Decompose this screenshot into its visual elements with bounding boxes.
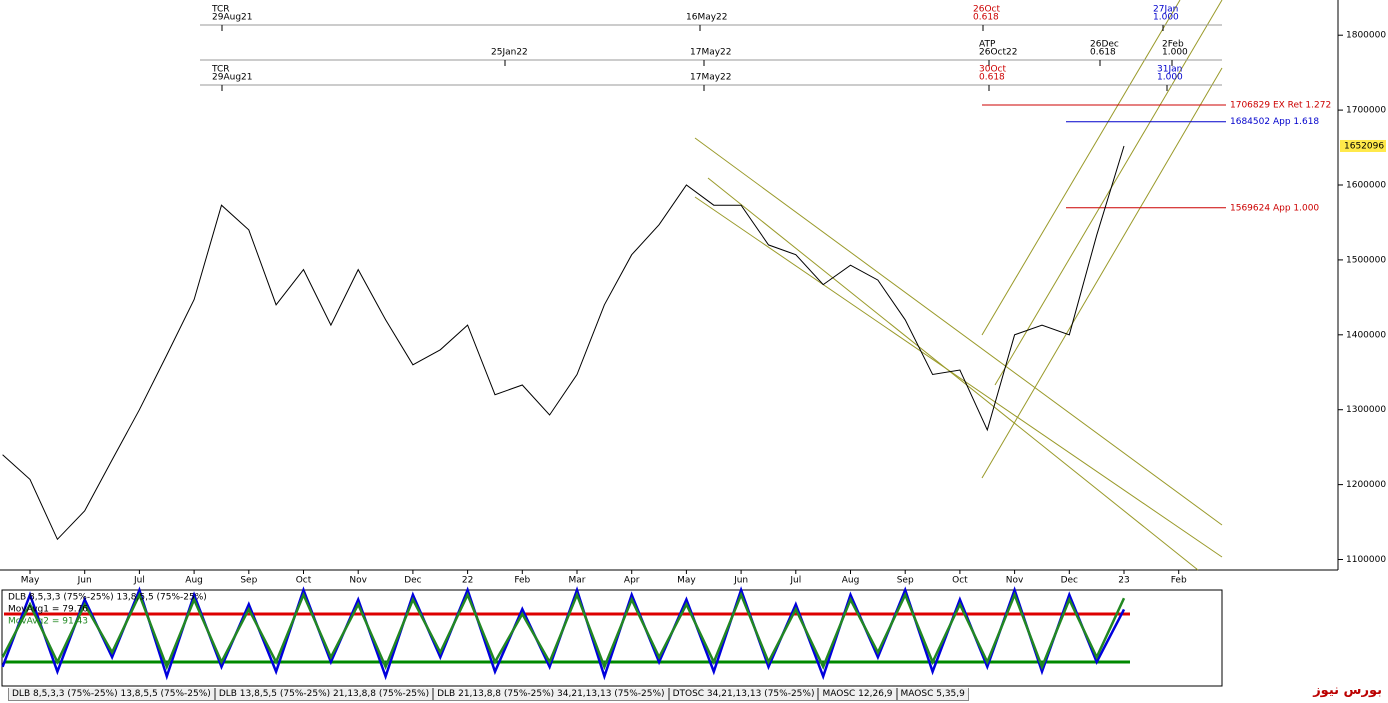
- y-tick-label: 1600000: [1346, 181, 1386, 191]
- annotation-text: 0.618: [1090, 48, 1116, 58]
- channel-lines: [694, 0, 1223, 571]
- annotation-text: 26Dec: [1090, 40, 1119, 50]
- x-tick-label: Jun: [77, 576, 92, 586]
- annotation-text: 1.000: [1157, 73, 1183, 83]
- x-tick-label: Nov: [1006, 576, 1024, 586]
- trend-line: [994, 0, 1223, 386]
- chart: 1100000 1200000 1300000 1400000 1500000 16000…: [0, 0, 1386, 687]
- x-tick-label: Feb: [514, 576, 530, 586]
- price-line: [2, 145, 1125, 541]
- indicator-tab[interactable]: MAOSC 5,35,9: [896, 688, 969, 701]
- annotation-text: TCR: [211, 65, 230, 75]
- last-price-box: [1340, 139, 1386, 152]
- legend-entry: MovAvg2 = 91.43: [8, 617, 88, 627]
- annotation-text: 16May22: [686, 13, 728, 23]
- x-tick-label: Apr: [624, 576, 640, 586]
- annotation-text: TCR: [211, 5, 230, 15]
- annotation-text: 29Aug21: [212, 13, 252, 23]
- x-tick-label: May: [21, 576, 40, 586]
- oscillator-panel: [1, 589, 1223, 687]
- indicator-tab[interactable]: DLB 8,5,3,3 (75%-25%) 13,8,5,5 (75%-25%): [8, 688, 215, 701]
- annotation-text: 26Oct22: [979, 48, 1017, 58]
- annotation-text: 1.000: [1162, 48, 1188, 58]
- x-tick-label: Nov: [349, 576, 367, 586]
- x-tick-label: Oct: [952, 576, 968, 586]
- y-tick-label: 1500000: [1346, 255, 1386, 265]
- x-tick-label: Aug: [185, 576, 203, 586]
- oscillator-title: DLB 8,5,3,3 (75%-25%) 13,8,5,5 (75%-25%): [8, 593, 207, 603]
- x-tick-label: Oct: [296, 576, 312, 586]
- level-label: 1569624 App 1.000: [1230, 203, 1319, 213]
- annotation-text: 17May22: [690, 48, 732, 58]
- annotation-text: 27Jan: [1153, 5, 1178, 15]
- level-label: 1706829 EX Ret 1.272: [1230, 100, 1331, 110]
- plot-area: [0, 0, 1338, 570]
- legend-entry: MovAvg1 = 79.76: [8, 605, 88, 615]
- trend-line: [694, 196, 1223, 558]
- y-tick-label: 1800000: [1346, 31, 1386, 41]
- x-tick-label: Aug: [842, 576, 860, 586]
- annotation-text: 25Jan22: [491, 48, 528, 58]
- trend-line: [694, 137, 1223, 526]
- annotation-text: 2Feb: [1162, 40, 1184, 50]
- annotation-text: 1.000: [1153, 13, 1179, 23]
- y-tick-label: 1100000: [1346, 555, 1386, 565]
- trend-line: [981, 0, 1181, 336]
- annotation-text: 30Oct: [979, 65, 1006, 75]
- x-tick-label: Jul: [133, 576, 145, 586]
- annotation-text: 29Aug21: [212, 73, 252, 83]
- y-tick-label: 1300000: [1346, 405, 1386, 415]
- annotation-text: 17May22: [690, 73, 732, 83]
- indicator-tab[interactable]: DLB 13,8,5,5 (75%-25%) 21,13,8,8 (75%-25…: [214, 688, 434, 701]
- x-tick-label: Dec: [404, 576, 421, 586]
- x-tick-label: Jul: [789, 576, 801, 586]
- annotation-text: 0.618: [979, 73, 1005, 83]
- indicator-tabs: DLB 8,5,3,3 (75%-25%) 13,8,5,5 (75%-25%)…: [8, 688, 969, 701]
- x-tick-label: Jun: [733, 576, 748, 586]
- y-tick-label: 1700000: [1346, 106, 1386, 116]
- indicator-tab[interactable]: DLB 21,13,8,8 (75%-25%) 34,21,13,13 (75%…: [433, 688, 669, 701]
- annotation-text: ATP: [979, 40, 996, 50]
- x-tick-label: Dec: [1061, 576, 1078, 586]
- annotation-text: 0.618: [973, 13, 999, 23]
- trend-line: [981, 67, 1223, 479]
- x-tick-label: Mar: [569, 576, 586, 586]
- x-tick-label: Feb: [1171, 576, 1187, 586]
- y-tick-label: 1200000: [1346, 480, 1386, 490]
- last-price-label: 1652096: [1344, 141, 1384, 151]
- x-tick-label: Sep: [240, 576, 257, 586]
- level-label: 1684502 App 1.618: [1230, 117, 1319, 127]
- price-line: [1, 591, 1126, 671]
- x-tick-label: 22: [462, 576, 473, 586]
- x-tick-label: May: [677, 576, 696, 586]
- trend-line: [707, 177, 1199, 571]
- annotation-text: 31Jan: [1157, 65, 1182, 75]
- y-tick-label: 1400000: [1346, 330, 1386, 340]
- indicator-tab[interactable]: MAOSC 12,26,9: [818, 688, 897, 701]
- annotation-text: 26Oct: [973, 5, 1000, 15]
- x-tick-label: Sep: [897, 576, 914, 586]
- watermark: بورس نیوز: [1313, 683, 1382, 698]
- indicator-tab[interactable]: DTOSC 34,21,13,13 (75%-25%): [668, 688, 819, 701]
- x-tick-label: 23: [1118, 576, 1129, 586]
